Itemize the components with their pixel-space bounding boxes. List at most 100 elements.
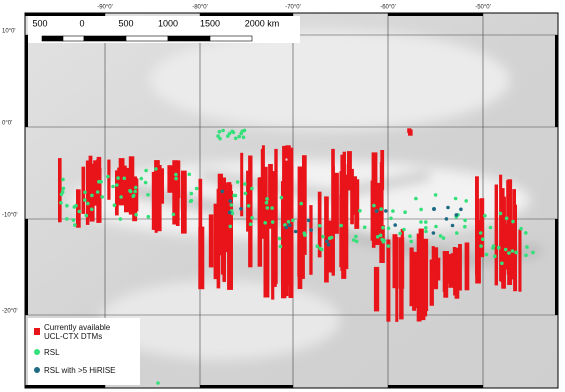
rsl-point — [525, 245, 529, 249]
dtm-footprint — [129, 156, 135, 214]
rsl-point — [90, 208, 94, 212]
rsl-point — [230, 203, 234, 207]
dtm-footprint — [347, 151, 352, 190]
rsl-point — [218, 137, 222, 141]
rsl-point — [119, 217, 123, 221]
longitude-label: -60°0' — [380, 5, 396, 11]
rsl-point — [190, 199, 194, 203]
rsl-point — [278, 237, 282, 241]
dtm-footprint — [258, 177, 264, 238]
rsl-point — [249, 222, 253, 226]
rsl-point — [147, 215, 151, 219]
legend-label: Currently available — [44, 323, 111, 332]
legend-swatch-rsl-hirise — [34, 367, 40, 373]
rsl-point — [372, 204, 376, 208]
rsl-point — [479, 244, 483, 248]
rsl-point — [270, 206, 274, 210]
latitude-label: 0°0' — [2, 121, 12, 127]
rsl-point — [358, 209, 362, 213]
legend-swatch-dtm — [34, 328, 40, 335]
rsl-point — [97, 180, 101, 184]
rsl-point — [479, 231, 483, 235]
rsl-point — [419, 220, 423, 224]
rsl-point — [265, 197, 269, 201]
rsl-hirise-point — [393, 223, 397, 227]
rsl-point — [65, 204, 69, 208]
scale-segment — [63, 36, 84, 41]
rsl-point — [303, 231, 307, 235]
scale-bar: 500 0 500 1000 1500 2000 km — [28, 16, 300, 43]
rsl-point — [403, 210, 407, 214]
rsl-point — [499, 212, 503, 216]
rsl-point — [524, 231, 528, 235]
frame-tick — [388, 13, 483, 16]
rsl-hirise-point — [432, 231, 436, 235]
dtm-footprint — [495, 185, 498, 286]
rsl-point — [73, 205, 77, 209]
dtm-footprint — [502, 188, 505, 269]
rsl-point — [96, 190, 100, 194]
dtm-footprint — [76, 189, 81, 227]
dtm-footprint — [227, 185, 232, 264]
rsl-point — [146, 193, 150, 197]
dtm-footprint — [412, 260, 416, 311]
rsl-point — [380, 238, 384, 242]
rsl-point — [481, 237, 485, 241]
longitude-label: -80°0' — [192, 5, 208, 11]
dtm-footprint — [155, 178, 158, 233]
frame-tick — [555, 35, 558, 127]
dtm-footprint — [209, 214, 214, 267]
rsl-point — [464, 199, 468, 203]
scale-segment — [84, 36, 126, 41]
rsl-point — [111, 185, 115, 189]
rsl-point — [132, 194, 136, 198]
rsl-point — [134, 213, 138, 217]
frame-tick — [200, 385, 293, 388]
rsl-point — [113, 203, 117, 207]
rsl-hirise-point — [459, 208, 463, 212]
dtm-footprint — [96, 172, 100, 201]
scale-segment — [42, 36, 63, 41]
rsl-point — [188, 173, 192, 177]
dtm-footprint — [419, 256, 425, 317]
dtm-footprint — [82, 167, 86, 214]
rsl-point — [86, 202, 90, 206]
rsl-point — [265, 201, 269, 205]
rsl-point — [339, 224, 343, 228]
rsl-point — [524, 254, 528, 258]
dtm-footprint — [58, 158, 62, 222]
rsl-point — [463, 219, 467, 223]
rsl-point — [492, 244, 496, 248]
rsl-point — [489, 226, 493, 230]
scale-label: 2000 km — [245, 18, 280, 28]
rsl-hirise-point — [221, 190, 225, 194]
rsl-point — [119, 195, 123, 199]
rsl-point — [398, 232, 402, 236]
page: {"map": { "scale_bar": ["500", "0", "500… — [0, 0, 565, 392]
frame-tick — [25, 385, 105, 388]
terrain-plain — [150, 30, 510, 130]
frame-tick — [555, 219, 558, 315]
rsl-hirise-point — [384, 209, 388, 213]
rsl-hirise-point — [228, 211, 232, 215]
dtm-footprint — [379, 225, 385, 263]
dtm-footprint — [518, 230, 521, 292]
dtm-footprint — [214, 204, 218, 279]
rsl-point — [174, 173, 178, 177]
rsl-point — [330, 236, 334, 240]
rsl-point — [144, 181, 148, 185]
rsl-point — [455, 231, 459, 235]
legend: Currently available UCL-CTX DTMs RSL RSL… — [28, 318, 140, 385]
rsl-point — [271, 220, 275, 224]
rsl-point — [376, 235, 380, 239]
dtm-footprint — [309, 205, 312, 275]
rsl-point — [85, 214, 89, 218]
legend-label: RSL — [44, 348, 60, 357]
rsl-point — [507, 251, 511, 255]
rsl-point — [115, 183, 119, 187]
dtm-footprint — [159, 168, 164, 203]
rsl-point — [519, 227, 523, 231]
rsl-point — [391, 209, 395, 213]
rsl-point — [408, 234, 412, 238]
rsl-point — [62, 187, 66, 191]
